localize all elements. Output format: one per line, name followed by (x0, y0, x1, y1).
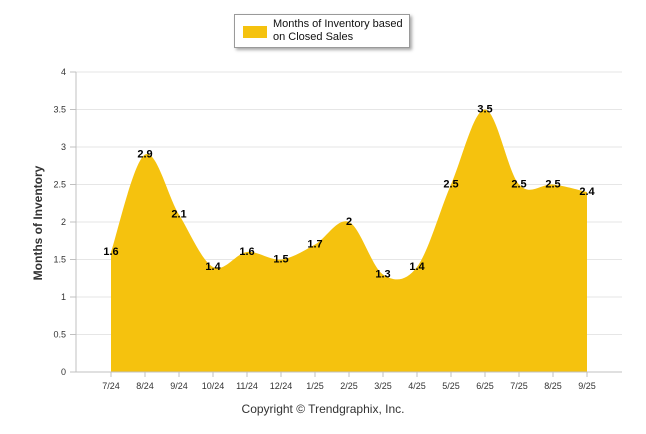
x-tick-label: 12/24 (270, 381, 293, 391)
data-label: 2.4 (579, 186, 595, 198)
data-label: 1.3 (375, 269, 390, 281)
x-tick-label: 9/24 (170, 381, 188, 391)
y-tick-label: 2 (61, 217, 66, 227)
data-label: 1.6 (103, 246, 118, 258)
data-label: 1.7 (307, 239, 322, 251)
x-tick-label: 5/25 (442, 381, 460, 391)
axes: 0 0.5 1 1.5 2 2.5 3 3.5 4 7/24 8/24 9/24 10/24 11/24 1… (53, 67, 622, 391)
x-tick-label: 9/25 (578, 381, 596, 391)
x-tick-label: 11/24 (236, 381, 258, 391)
y-tick-label: 0 (61, 367, 66, 377)
legend[interactable]: Months of Inventory based on Closed Sale… (234, 14, 410, 48)
x-tick-label: 4/25 (408, 381, 426, 391)
data-label: 3.5 (477, 104, 492, 116)
x-tick-label: 7/24 (102, 381, 120, 391)
x-tick-label: 3/25 (374, 381, 392, 391)
data-label: 2.1 (171, 209, 186, 221)
x-tick-label: 10/24 (202, 381, 225, 391)
series-area-layer (111, 109, 587, 373)
x-tick-label: 7/25 (510, 381, 528, 391)
data-label: 2.5 (443, 179, 458, 191)
x-tick-label: 1/25 (306, 381, 324, 391)
y-tick-label: 0.5 (53, 330, 66, 340)
data-label: 1.4 (409, 261, 425, 273)
y-tick-label: 1 (61, 292, 66, 302)
x-tick-label: 8/25 (544, 381, 562, 391)
legend-swatch (243, 26, 267, 38)
y-tick-label: 3.5 (53, 105, 66, 115)
data-label: 2 (346, 216, 352, 228)
series-area[interactable] (111, 109, 587, 373)
data-label: 2.5 (545, 179, 560, 191)
y-axis-title: Months of Inventory (31, 165, 45, 281)
x-tick-label: 2/25 (340, 381, 358, 391)
data-label: 1.5 (273, 254, 288, 266)
data-label: 2.9 (137, 149, 152, 161)
y-tick-label: 2.5 (53, 180, 66, 190)
y-tick-label: 4 (61, 67, 66, 77)
y-tick-label: 1.5 (53, 255, 66, 265)
copyright-text: Copyright © Trendgraphix, Inc. (241, 402, 405, 416)
data-label: 1.6 (239, 246, 254, 258)
data-labels: 1.6 2.9 2.1 1.4 1.6 1.5 1.7 2 1.3 1.4 2.5 3.5 2.5 2.5… (103, 104, 595, 281)
data-label: 1.4 (205, 261, 221, 273)
x-tick-label: 6/25 (476, 381, 494, 391)
legend-label: Months of Inventory based on Closed Sale… (273, 18, 403, 43)
y-tick-label: 3 (61, 142, 66, 152)
x-tick-label: 8/24 (136, 381, 154, 391)
data-label: 2.5 (511, 179, 526, 191)
